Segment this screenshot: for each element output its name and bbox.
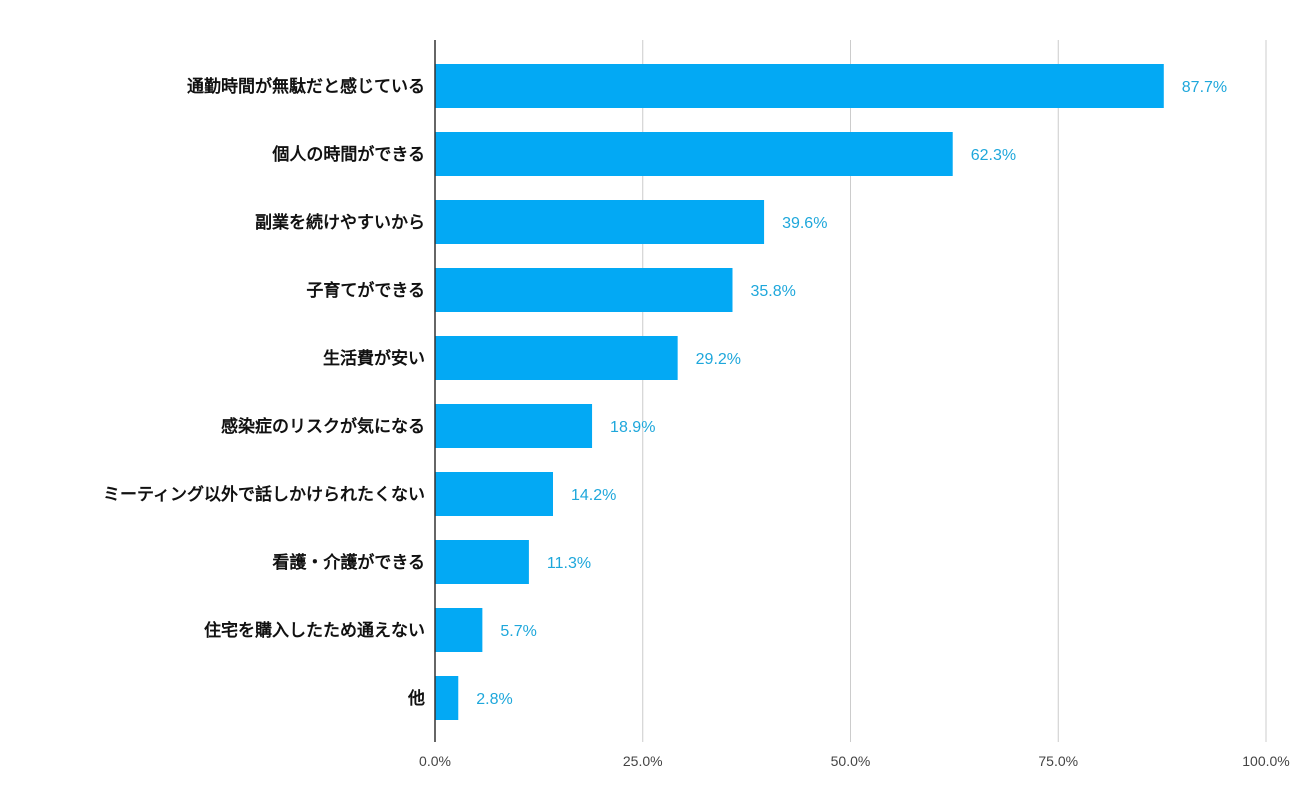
bar [435,336,678,380]
x-tick-label: 100.0% [1242,753,1289,769]
category-labels: 通勤時間が無駄だと感じている個人の時間ができる副業を続けやすいから子育てができる… [103,76,425,709]
data-label: 29.2% [696,351,741,368]
data-label: 11.3% [547,555,591,572]
data-label: 14.2% [571,487,616,504]
bar [435,132,953,176]
data-label: 2.8% [476,691,512,708]
bar [435,540,529,584]
data-label: 87.7% [1182,79,1227,96]
bar [435,472,554,516]
data-label: 62.3% [971,147,1016,164]
bar [435,64,1164,108]
bar [435,268,733,312]
category-label: 個人の時間ができる [271,144,425,165]
category-label: 通勤時間が無駄だと感じている [187,76,425,97]
category-label: 生活費が安い [323,348,425,369]
bar [435,608,483,652]
category-label: ミーティング以外で話しかけられたくない [103,484,425,505]
data-label: 35.8% [750,283,795,300]
bar [435,404,593,448]
x-tick-label: 50.0% [831,753,871,769]
category-label: 感染症のリスクが気になる [221,416,425,437]
x-tick-label: 0.0% [419,753,451,769]
data-label: 39.6% [782,215,827,232]
data-labels: 87.7% 62.3% 39.6% 35.8% 29.2% 18.9% 14.2% 11.3%… [476,79,1227,708]
data-label: 18.9% [610,419,655,436]
category-label: 看護・介護ができる [271,552,425,573]
category-label: 副業を続けやすいから [255,212,425,233]
category-label: 住宅を購入したため通えない [204,620,425,641]
bar [435,200,765,244]
x-tick-labels: 0.0% 25.0% 50.0% 75.0% 100.0% [419,753,1290,769]
category-label: 他 [407,688,425,709]
bars [435,64,1164,720]
x-tick-label: 75.0% [1038,753,1078,769]
category-label: 子育てができる [306,280,425,301]
x-tick-label: 25.0% [623,753,663,769]
data-label: 5.7% [500,623,536,640]
bar [435,676,459,720]
